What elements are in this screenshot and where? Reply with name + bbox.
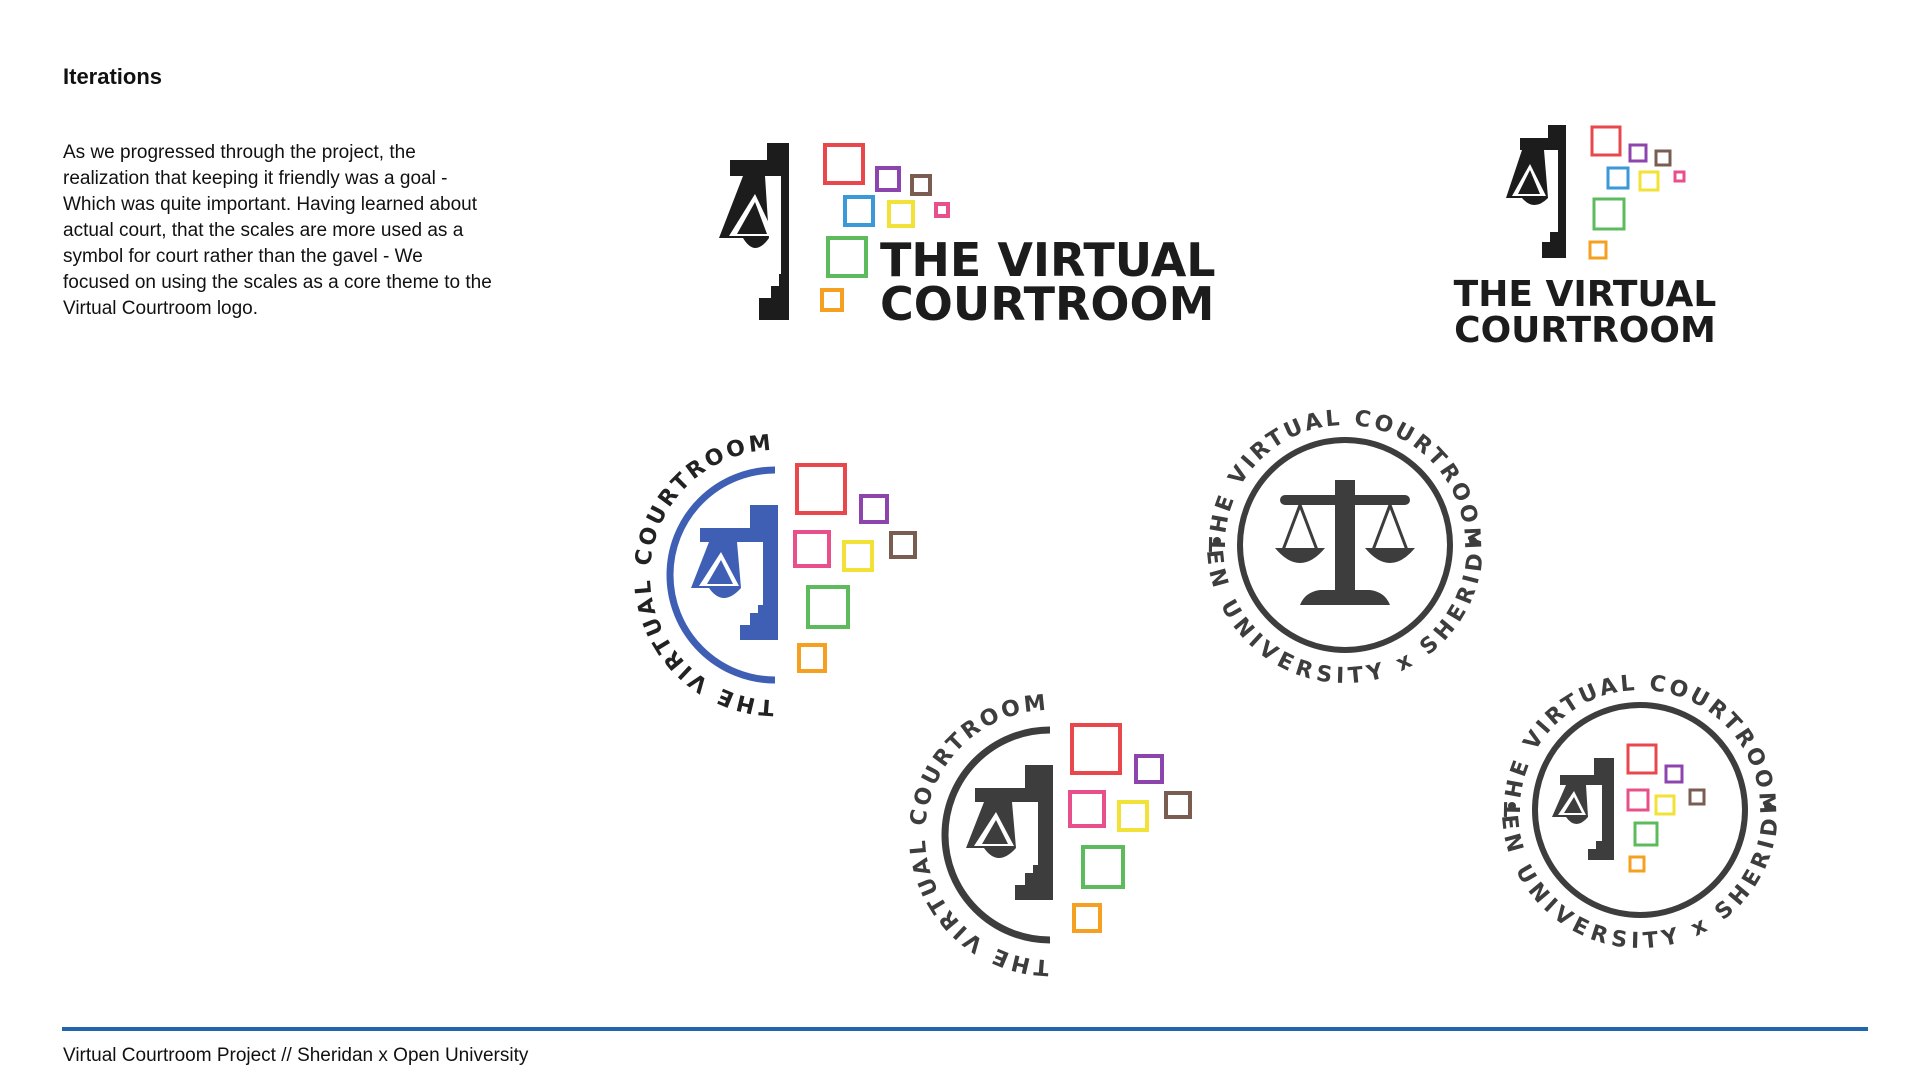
scales-emblem-icon: [719, 143, 789, 320]
wordmark-line-2: COURTROOM: [880, 277, 1214, 331]
color-squares-icon: [1626, 743, 1706, 873]
logo-round-scales: THE VIRTUAL COURTROOM OPEN UNIVERSITY x …: [1184, 396, 1486, 689]
footer-text: Virtual Courtroom Project // Sheridan x …: [63, 1045, 529, 1066]
badge-dot-right: [1764, 802, 1772, 810]
logo-horizontal: THE VIRTUAL COURTROOM: [719, 143, 1216, 331]
footer-rule: [62, 1027, 1868, 1031]
description-text: As we progressed through the project, th…: [63, 142, 492, 319]
color-squares-icon: [1068, 723, 1192, 933]
color-squares-icon: [1588, 125, 1686, 260]
badge-dot-left: [1213, 537, 1221, 545]
scales-emblem-icon: [966, 765, 1053, 900]
scales-emblem-icon: [1506, 125, 1566, 258]
logo-blue-arc: THE VIRTUAL COURTROOM: [631, 430, 917, 719]
arc-ring: [941, 726, 1051, 944]
page-title: Iterations: [63, 64, 163, 89]
logo-round-squares: THE VIRTUAL COURTROOM OPEN UNIVERSITY x …: [1479, 661, 1781, 954]
badge-ring: [1237, 437, 1453, 653]
scales-emblem-icon: [691, 505, 778, 640]
scales-emblem-icon: [1552, 758, 1614, 860]
color-squares-icon: [820, 143, 950, 312]
badge-dot-left: [1508, 802, 1516, 810]
arc-ring: [666, 466, 776, 684]
color-squares-icon: [793, 463, 917, 673]
badge-ring: [1532, 702, 1748, 918]
badge-dot-right: [1469, 537, 1477, 545]
wordmark-line-2: COURTROOM: [1454, 310, 1716, 351]
wordmark-line-1: THE VIRTUAL: [880, 233, 1216, 287]
logo-stacked: THE VIRTUAL COURTROOM: [1454, 125, 1717, 351]
logo-gray-arc: THE VIRTUAL COURTROOM: [906, 690, 1192, 979]
wordmark-line-1: THE VIRTUAL: [1454, 274, 1717, 315]
scales-icon: [1275, 480, 1415, 605]
